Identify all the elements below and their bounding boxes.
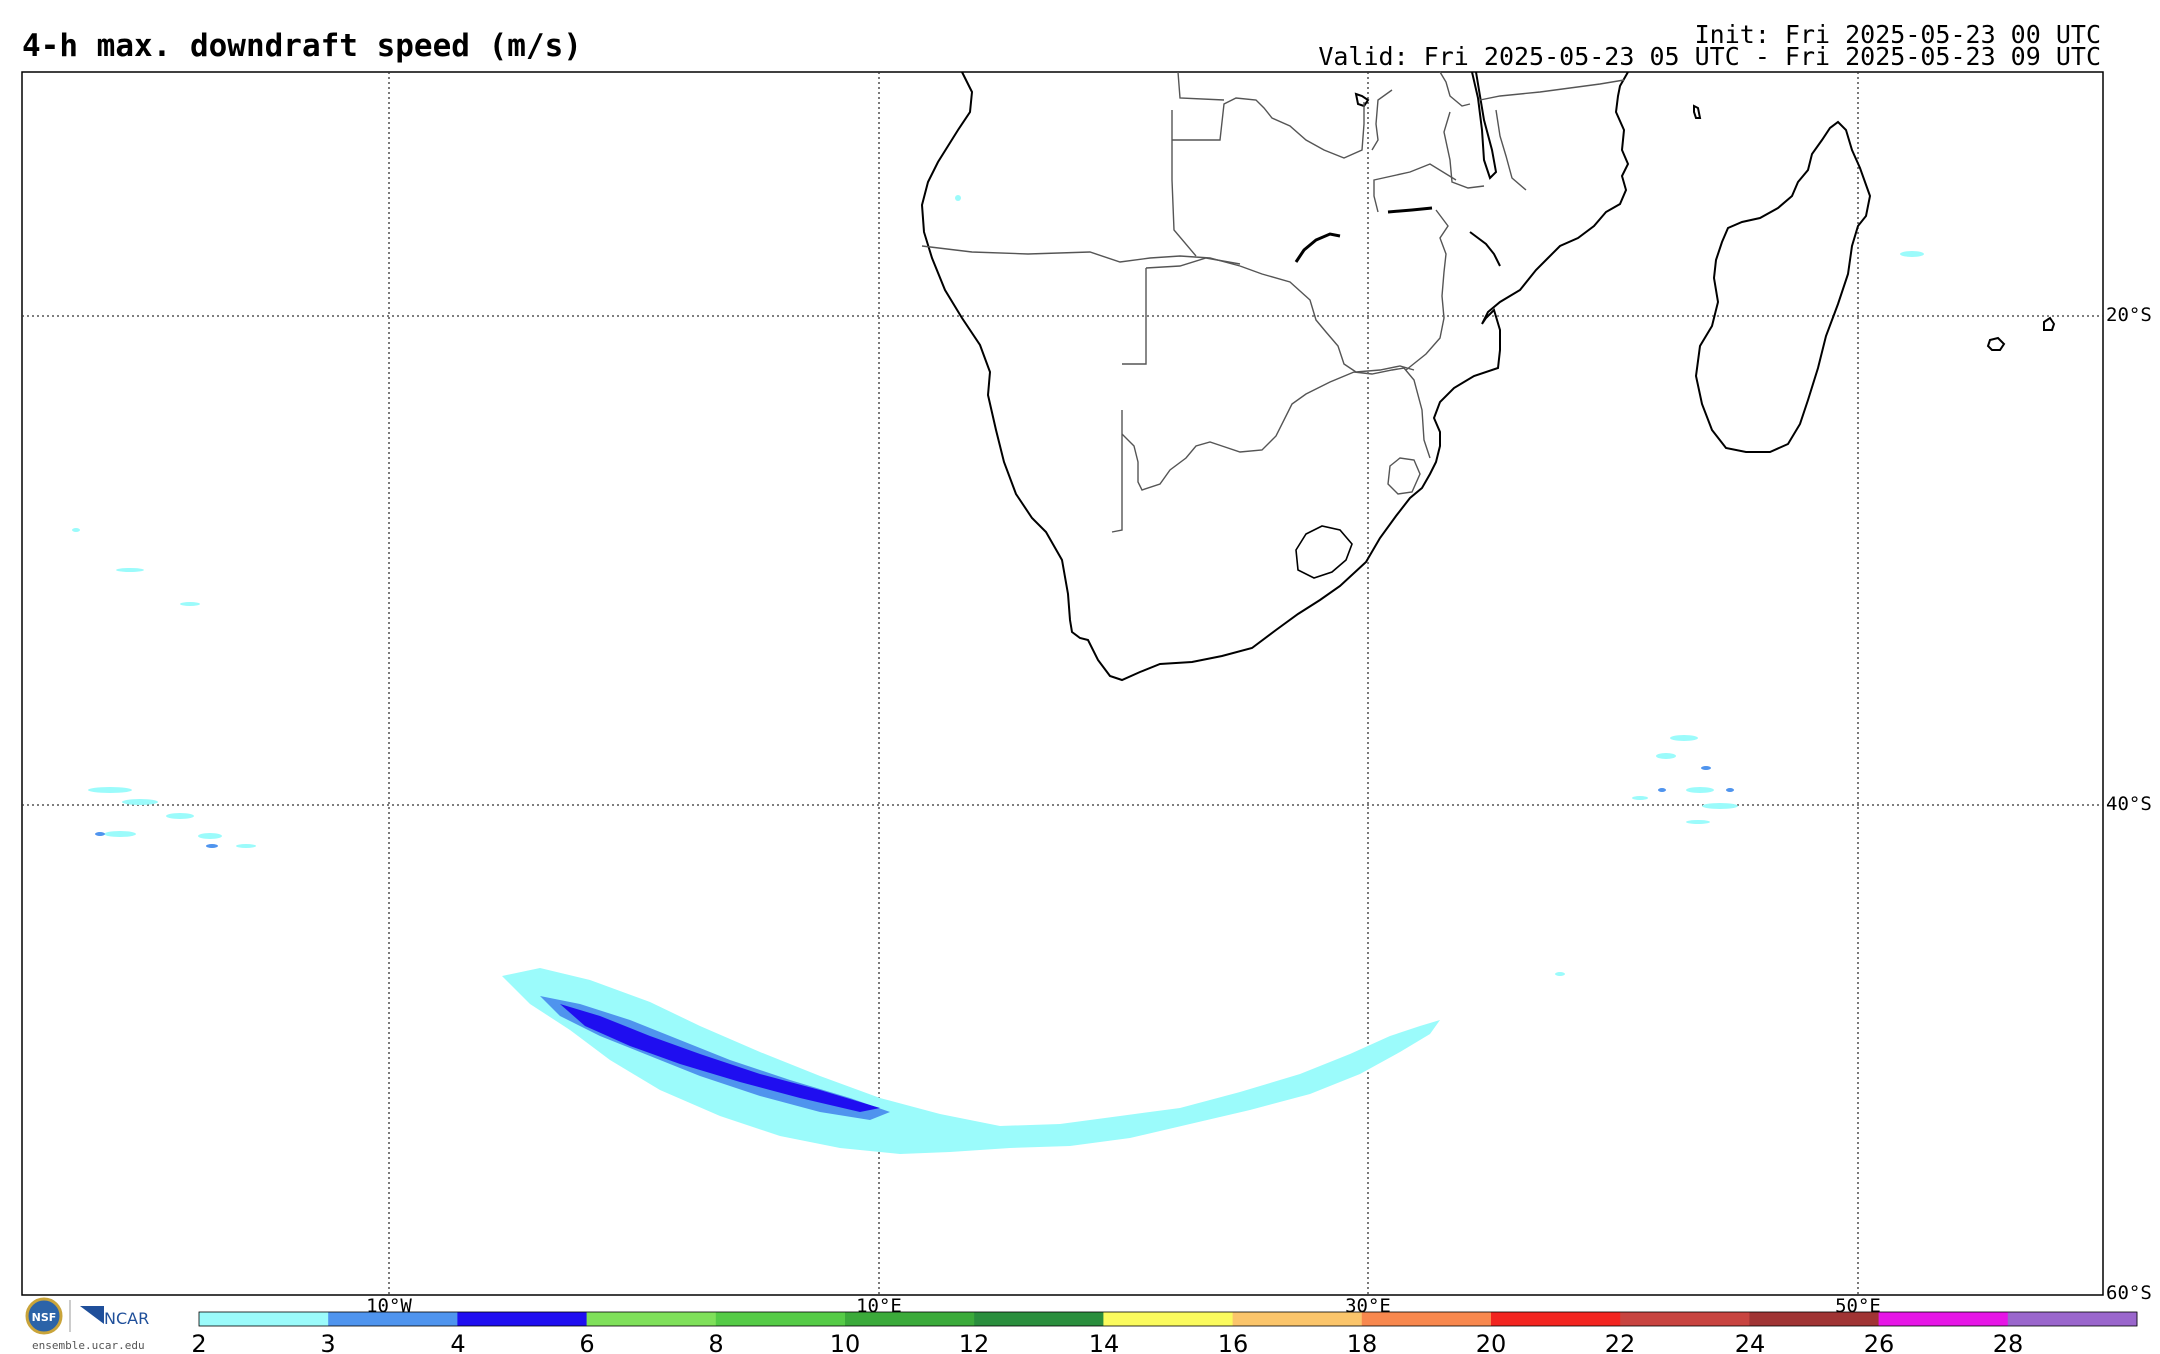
map-frame — [21, 71, 2104, 1296]
colorbar-tick: 10 — [830, 1330, 861, 1354]
country-borders — [921, 71, 1625, 533]
lon-label-10w: 10°W — [366, 1295, 412, 1317]
ncar-mark-icon — [80, 1306, 104, 1324]
colorbar-segment — [974, 1312, 1104, 1326]
colorbar-segment — [1361, 1312, 1492, 1326]
lat-label-40s: 40°S — [2106, 793, 2152, 815]
lon-label-50e: 50°E — [1835, 1295, 1881, 1317]
colorbar-tick: 3 — [320, 1330, 335, 1354]
colorbar-segment — [457, 1312, 588, 1326]
comoros-outline — [1693, 104, 1702, 119]
map-title: 4-h max. downdraft speed (m/s) — [22, 28, 582, 64]
lake-cahora-outline — [1387, 206, 1433, 214]
reunion-outline — [1986, 336, 2006, 351]
ucar-url: ensemble.ucar.edu — [32, 1339, 145, 1352]
eswatini-outline — [1387, 457, 1421, 495]
colorbar-ticks: 2 3 4 6 8 10 12 14 16 18 20 22 24 26 28 — [191, 1330, 2023, 1354]
lake-malawi-outline — [1471, 71, 1498, 180]
colorbar-tick: 2 — [191, 1330, 206, 1354]
downdraft-swath-light — [502, 968, 1440, 1154]
colorbar — [198, 1311, 2138, 1327]
southern-africa-coastline — [920, 71, 1630, 682]
init-time: Init: Fri 2025-05-23 00 UTC — [1694, 20, 2101, 49]
lake-kariba-outline — [1294, 232, 1341, 263]
ncar-logo-text: NCAR — [104, 1309, 149, 1328]
colorbar-segment — [1749, 1312, 1880, 1326]
colorbar-segment — [2007, 1312, 2138, 1326]
lon-label-30e: 30°E — [1345, 1295, 1391, 1317]
mauritius-outline — [2043, 316, 2056, 331]
downdraft-scatter-east — [955, 195, 1924, 976]
river-outline — [1469, 231, 1501, 267]
colorbar-segment — [845, 1312, 975, 1326]
colorbar-tick: 8 — [708, 1330, 723, 1354]
graticule — [22, 72, 2103, 1295]
colorbar-tick: 12 — [959, 1330, 990, 1354]
colorbar-segment — [1620, 1312, 1750, 1326]
colorbar-tick: 22 — [1605, 1330, 1636, 1354]
colorbar-tick: 6 — [579, 1330, 594, 1354]
colorbar-segment — [1491, 1312, 1621, 1326]
colorbar-tick: 20 — [1476, 1330, 1507, 1354]
colorbar-tick: 4 — [450, 1330, 465, 1354]
colorbar-segment — [199, 1312, 329, 1326]
colorbar-segment — [1878, 1312, 2009, 1326]
lake-outline — [1354, 92, 1370, 108]
downdraft-scatter-west-medium — [95, 832, 218, 848]
madagascar-outline — [1694, 120, 1872, 453]
colorbar-segment — [328, 1312, 458, 1326]
colorbar-tick: 18 — [1347, 1330, 1378, 1354]
nsf-logo-text: NSF — [32, 1311, 57, 1324]
lesotho-outline — [1295, 525, 1353, 579]
colorbar-tick: 16 — [1218, 1330, 1249, 1354]
valid-time-range: Valid: Fri 2025-05-23 05 UTC - Fri 2025-… — [1318, 42, 2101, 71]
lat-label-60s: 60°S — [2106, 1282, 2152, 1304]
colorbar-segment — [586, 1312, 717, 1326]
colorbar-outline — [198, 1311, 2138, 1327]
lon-label-10e: 10°E — [856, 1295, 902, 1317]
lat-label-20s: 20°S — [2106, 304, 2152, 326]
colorbar-tick: 14 — [1089, 1330, 1120, 1354]
downdraft-scatter-west — [72, 528, 256, 848]
downdraft-field — [72, 195, 1924, 1154]
colorbar-tick: 24 — [1735, 1330, 1766, 1354]
ncar-logo: NCAR — [80, 1306, 149, 1328]
downdraft-scatter-east-medium — [1658, 766, 1734, 792]
nsf-logo: NSF — [25, 1297, 63, 1335]
colorbar-tick: 28 — [1993, 1330, 2024, 1354]
colorbar-segment — [1232, 1312, 1363, 1326]
colorbar-tick: 26 — [1864, 1330, 1895, 1354]
downdraft-swath-dark — [560, 1004, 880, 1112]
colorbar-segment — [1103, 1312, 1234, 1326]
colorbar-segment — [715, 1312, 846, 1326]
